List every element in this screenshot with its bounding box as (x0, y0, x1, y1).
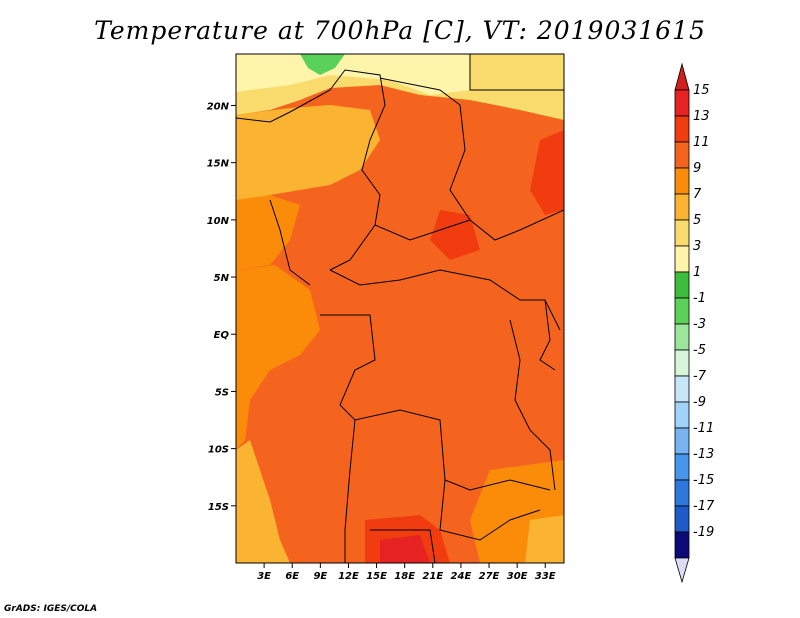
field-orange-west (236, 105, 380, 200)
lon-label: 6E (285, 571, 299, 582)
field-hot-car (430, 210, 480, 260)
colorbar-swatch (674, 219, 690, 247)
colorbar-bottom-arrow (674, 557, 690, 584)
border-line-12 (539, 299, 556, 371)
colorbar-label: -5 (693, 343, 706, 358)
lat-label: 5N (214, 273, 230, 284)
grads-credit: GrADS: IGES/COLA (4, 604, 98, 614)
lon-label: 33E (535, 571, 556, 582)
colorbar-swatch (674, 323, 690, 351)
map-frame (235, 53, 565, 564)
colorbar-swatch (674, 193, 690, 221)
colorbar-swatch (674, 89, 690, 117)
field-hottest-south (380, 535, 430, 563)
colorbar-top-arrow (674, 62, 690, 91)
colorbar-swatch (674, 531, 690, 559)
border-line-2 (379, 77, 564, 241)
colorbar-label: 11 (693, 135, 710, 150)
border-line-11 (509, 319, 556, 491)
colorbar-swatch (674, 375, 690, 403)
colorbar-label: 15 (693, 83, 710, 98)
colorbar-label: -17 (693, 499, 715, 514)
colorbar-label: 3 (693, 239, 701, 254)
colorbar-swatch (674, 479, 690, 507)
border-line-6 (269, 199, 311, 286)
lon-label: 27E (479, 571, 500, 582)
colorbar-swatch (674, 141, 690, 169)
lon-label: 3E (257, 571, 271, 582)
border-line-10 (439, 479, 541, 541)
longitude-axis: 3E 6E 9E 12E 15E 18E 21E 24E 27E 30E 33E (257, 563, 556, 582)
border-line-4 (374, 219, 471, 241)
lat-label: 10S (208, 445, 229, 456)
colorbar-label: 9 (693, 161, 701, 176)
field-green-patch (300, 54, 345, 75)
colorbar-label: -1 (693, 291, 706, 306)
colorbar-swatch (674, 271, 690, 299)
colorbar-label: 1 (693, 265, 701, 280)
lon-label: 15E (366, 571, 387, 582)
colorbar-swatch (674, 401, 690, 429)
colorbar-label: -7 (693, 369, 707, 384)
colorbar-label: 5 (693, 213, 701, 228)
colorbar-label: -13 (693, 447, 714, 462)
country-borders (236, 54, 564, 563)
lat-label: 15N (207, 159, 230, 170)
colorbar-label: -11 (693, 421, 714, 436)
colorbar-label: -9 (693, 395, 706, 410)
lon-label: 21E (422, 571, 443, 582)
lat-label: 20N (207, 101, 230, 112)
colorbar-swatch (674, 245, 690, 273)
lon-label: 18E (394, 571, 415, 582)
colorbar-swatch (674, 167, 690, 195)
colorbar-label: -19 (693, 525, 714, 540)
border-line-8 (344, 419, 356, 563)
colorbar-swatch (674, 427, 690, 455)
field-hot-ne (530, 130, 564, 215)
colorbar-swatch (674, 297, 690, 325)
colorbar-swatch (674, 505, 690, 533)
colorbar-label: -3 (693, 317, 706, 332)
lon-label: 12E (338, 571, 359, 582)
field-orange-se (525, 515, 564, 563)
field-amber-coast (236, 265, 320, 450)
lat-label: 10N (207, 216, 230, 227)
colorbar-label: -15 (693, 473, 714, 488)
border-line-9 (370, 529, 436, 563)
map-title: Temperature at 700hPa [C], VT: 201903161… (94, 16, 706, 45)
lon-label: 24E (451, 571, 472, 582)
lat-label: 15S (208, 502, 229, 513)
lat-label: EQ (214, 330, 230, 341)
colorbar-label: 13 (693, 109, 710, 124)
border-line-7 (320, 314, 551, 491)
lat-label: 5S (215, 387, 229, 398)
latitude-axis: 20N 15N 10N 5N EQ 5S 10S 15S (207, 101, 236, 513)
field-orange-sw (236, 440, 290, 563)
lon-label: 9E (313, 571, 327, 582)
border-line-3 (469, 54, 564, 91)
colorbar-swatch (674, 453, 690, 481)
field-amber-west (236, 195, 300, 270)
temperature-field (236, 54, 564, 563)
colorbar: 15 13 11 9 7 5 3 1 -1 -3 -5 -7 -9 -11 -13 -15 -17 -19 (674, 62, 715, 584)
border-line-5 (329, 269, 561, 331)
colorbar-label: 7 (693, 187, 702, 202)
lon-label: 30E (507, 571, 528, 582)
colorbar-swatch (674, 115, 690, 143)
colorbar-swatch (674, 349, 690, 377)
